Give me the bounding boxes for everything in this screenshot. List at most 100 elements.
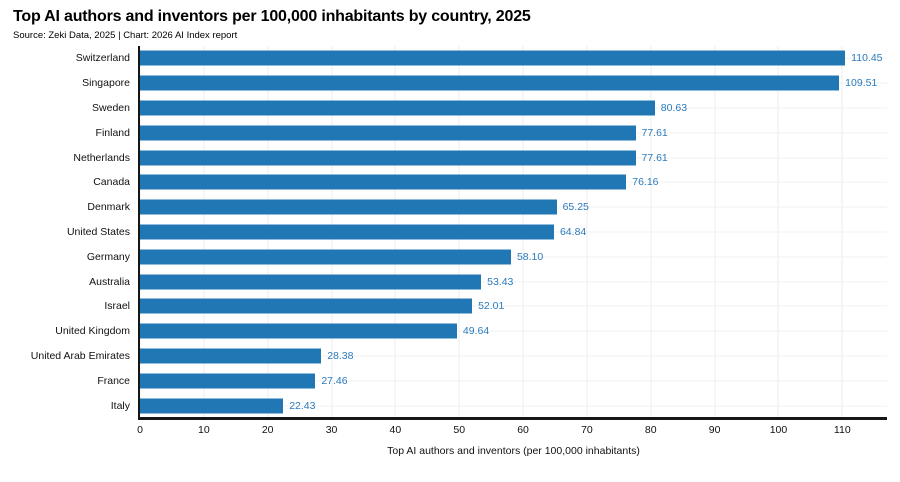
chart-source: Source: Zeki Data, 2025 | Chart: 2026 AI…	[13, 30, 238, 41]
category-label: Germany	[86, 250, 130, 263]
bar-value-label: 65.25	[562, 201, 589, 214]
bar-row: Israel 52.01	[0, 294, 887, 319]
bar-row: United Kingdom 49.64	[0, 319, 887, 344]
x-tick-label: 70	[581, 424, 593, 436]
category-label: France	[97, 374, 130, 387]
bar-track: 58.10	[140, 244, 887, 269]
bar	[140, 75, 840, 91]
bar-track: 77.61	[140, 145, 887, 170]
bar-track: 110.45	[140, 46, 887, 71]
bar-track: 27.46	[140, 368, 887, 393]
x-tick-label: 80	[644, 424, 657, 436]
bar-row: Australia 53.43	[0, 269, 887, 294]
category-label: Switzerland	[75, 52, 130, 65]
bar-value-label: 110.45	[851, 52, 883, 65]
x-axis-tick-labels: 0 10 20 30 40 50 60 70 80 90 100 110	[137, 424, 887, 437]
bar-row: Denmark 65.25	[0, 195, 887, 220]
bar-value-label: 27.46	[321, 374, 348, 387]
bar	[140, 174, 627, 190]
x-tick-label: 40	[389, 424, 402, 436]
gridline-horizontal	[140, 355, 887, 357]
gridline-horizontal	[140, 405, 887, 407]
x-axis-title: Top AI authors and inventors (per 100,00…	[387, 445, 640, 457]
category-label: Netherlands	[73, 151, 130, 164]
bar-row: United States 64.84	[0, 220, 887, 245]
bar-row: Germany 58.10	[0, 244, 887, 269]
bar	[140, 323, 457, 339]
bar	[140, 100, 655, 116]
x-tick-label: 100	[769, 424, 788, 436]
bar-row: Sweden 80.63	[0, 96, 887, 121]
category-label: Singapore	[82, 77, 130, 90]
category-label: Italy	[110, 399, 130, 412]
category-label: United Arab Emirates	[30, 349, 130, 362]
x-tick-label: 20	[261, 424, 274, 436]
bar-row: Italy 22.43	[0, 393, 887, 418]
category-label: Finland	[95, 126, 130, 139]
bar-track: 76.16	[140, 170, 887, 195]
gridline-horizontal	[140, 256, 887, 258]
bar-value-label: 28.38	[327, 349, 354, 362]
gridline-horizontal	[140, 380, 887, 382]
category-label: Canada	[93, 176, 130, 189]
x-tick-label: 110	[833, 424, 851, 436]
x-tick-label: 30	[325, 424, 338, 436]
bar-value-label: 80.63	[660, 101, 688, 114]
bar-track: 65.25	[140, 195, 887, 220]
bar-rows: Switzerland 110.45 Singapore 109.51 Sweden 80…	[0, 46, 887, 418]
bar-track: 22.43	[140, 393, 887, 418]
bar-value-label: 76.16	[632, 176, 659, 189]
bar-row: Switzerland 110.45	[0, 46, 887, 71]
bar	[140, 298, 473, 314]
category-label: Sweden	[92, 101, 130, 114]
bar-track: 64.84	[140, 220, 887, 245]
bar-value-label: 22.43	[289, 399, 316, 412]
bar-row: Canada 76.16	[0, 170, 887, 195]
gridline-horizontal	[140, 330, 887, 332]
bar-track: 77.61	[140, 120, 887, 145]
category-label: Australia	[89, 275, 130, 288]
gridline-horizontal	[140, 305, 887, 307]
category-label: United States	[66, 225, 130, 238]
bar	[140, 224, 554, 240]
bar-value-label: 77.61	[641, 126, 668, 139]
gridline-horizontal	[140, 281, 887, 283]
x-tick-label: 10	[198, 424, 210, 436]
bar	[140, 348, 322, 364]
x-axis-line	[138, 417, 887, 420]
bar	[140, 125, 636, 141]
bar	[140, 373, 316, 389]
x-tick-label: 60	[517, 424, 529, 436]
x-tick-label: 90	[708, 424, 721, 436]
bar-value-label: 109.51	[845, 77, 878, 90]
bar-track: 52.01	[140, 294, 887, 319]
y-axis-line	[138, 46, 140, 419]
bar-track: 53.43	[140, 269, 887, 294]
category-label: Denmark	[87, 201, 130, 214]
bar-track: 49.64	[140, 319, 887, 344]
bar-value-label: 77.61	[641, 151, 668, 164]
bar	[140, 398, 284, 414]
bar-row: Netherlands 77.61	[0, 145, 887, 170]
bar-row: France 27.46	[0, 368, 887, 393]
bar-value-label: 64.84	[559, 225, 587, 238]
bar-value-label: 49.64	[462, 325, 490, 338]
bar	[140, 150, 636, 166]
bar-track: 109.51	[140, 71, 887, 96]
bar	[140, 249, 511, 265]
category-label: Israel	[104, 300, 130, 313]
category-label: United Kingdom	[55, 325, 130, 338]
bar-value-label: 58.10	[516, 250, 544, 263]
bar-value-label: 52.01	[478, 300, 505, 313]
bar-row: Finland 77.61	[0, 120, 887, 145]
x-tick-label: 50	[453, 424, 466, 436]
x-tick-label: 0	[137, 424, 143, 436]
bar-value-label: 53.43	[487, 275, 514, 288]
bar-row: Singapore 109.51	[0, 71, 887, 96]
bar	[140, 199, 557, 215]
bar-track: 28.38	[140, 344, 887, 369]
plot-area: Switzerland 110.45 Singapore 109.51 Sweden 80…	[0, 46, 887, 418]
bar	[140, 274, 482, 290]
chart-title: Top AI authors and inventors per 100,000…	[13, 8, 531, 25]
